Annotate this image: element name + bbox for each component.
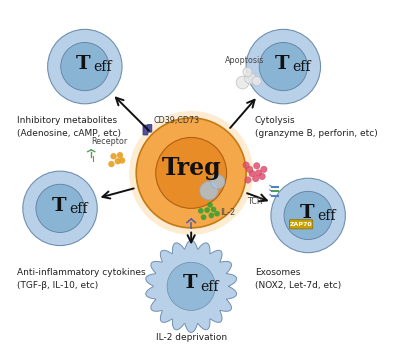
Circle shape — [156, 138, 227, 208]
Text: Exosomes
(NOX2, Let-7d, etc): Exosomes (NOX2, Let-7d, etc) — [255, 269, 341, 290]
Circle shape — [207, 202, 213, 208]
FancyBboxPatch shape — [148, 124, 152, 132]
Circle shape — [200, 181, 218, 200]
Text: ZAP70: ZAP70 — [290, 222, 312, 227]
Circle shape — [119, 157, 125, 164]
Circle shape — [136, 118, 246, 228]
Text: T: T — [51, 197, 66, 215]
Text: CD39,CD73: CD39,CD73 — [153, 116, 199, 125]
Circle shape — [204, 207, 210, 213]
Circle shape — [252, 175, 259, 182]
Text: IL-2: IL-2 — [220, 208, 236, 217]
Text: eff: eff — [317, 209, 336, 223]
Text: Apoptosis: Apoptosis — [225, 56, 264, 65]
Text: eff: eff — [69, 202, 87, 216]
Circle shape — [110, 153, 117, 159]
Text: T: T — [182, 274, 197, 292]
Text: Cytolysis
(granzyme B, perforin, etc): Cytolysis (granzyme B, perforin, etc) — [255, 116, 378, 138]
Text: Treg: Treg — [161, 156, 221, 180]
Circle shape — [211, 175, 225, 189]
Circle shape — [246, 166, 253, 172]
Text: Inhibitory metabolites
(Adenosine, cAMP, etc): Inhibitory metabolites (Adenosine, cAMP,… — [18, 116, 122, 138]
Circle shape — [61, 42, 109, 91]
Circle shape — [259, 173, 265, 180]
Circle shape — [201, 215, 206, 220]
Polygon shape — [146, 240, 236, 332]
Circle shape — [211, 207, 216, 212]
Circle shape — [254, 163, 260, 169]
Text: eff: eff — [200, 280, 218, 294]
Text: T: T — [76, 55, 91, 73]
Circle shape — [236, 76, 249, 89]
Circle shape — [255, 170, 262, 176]
Circle shape — [198, 208, 204, 214]
Circle shape — [48, 30, 122, 104]
Circle shape — [117, 152, 123, 158]
Circle shape — [245, 73, 256, 84]
Circle shape — [208, 213, 214, 218]
Circle shape — [36, 184, 84, 233]
Circle shape — [243, 162, 249, 168]
Circle shape — [284, 192, 332, 239]
Circle shape — [167, 262, 215, 310]
Text: eff: eff — [94, 60, 112, 74]
Circle shape — [252, 77, 261, 86]
FancyBboxPatch shape — [289, 220, 313, 229]
Text: Anti-inflammatory cytokines
(TGF-β, IL-10, etc): Anti-inflammatory cytokines (TGF-β, IL-1… — [18, 269, 146, 290]
FancyBboxPatch shape — [143, 125, 148, 135]
Text: IL-2 deprivation: IL-2 deprivation — [156, 333, 227, 342]
Circle shape — [246, 30, 320, 104]
Text: TCR: TCR — [247, 197, 262, 206]
Circle shape — [243, 67, 252, 77]
Text: T: T — [300, 204, 314, 222]
Text: eff: eff — [292, 60, 311, 74]
Circle shape — [115, 158, 121, 165]
Circle shape — [271, 178, 345, 253]
Circle shape — [245, 177, 251, 183]
Text: Receptor: Receptor — [92, 137, 128, 146]
Text: T: T — [275, 55, 289, 73]
Circle shape — [261, 166, 267, 172]
Circle shape — [259, 42, 308, 91]
Circle shape — [249, 170, 255, 177]
Circle shape — [214, 211, 220, 216]
Circle shape — [129, 111, 253, 235]
Circle shape — [23, 171, 97, 246]
Circle shape — [108, 161, 115, 167]
